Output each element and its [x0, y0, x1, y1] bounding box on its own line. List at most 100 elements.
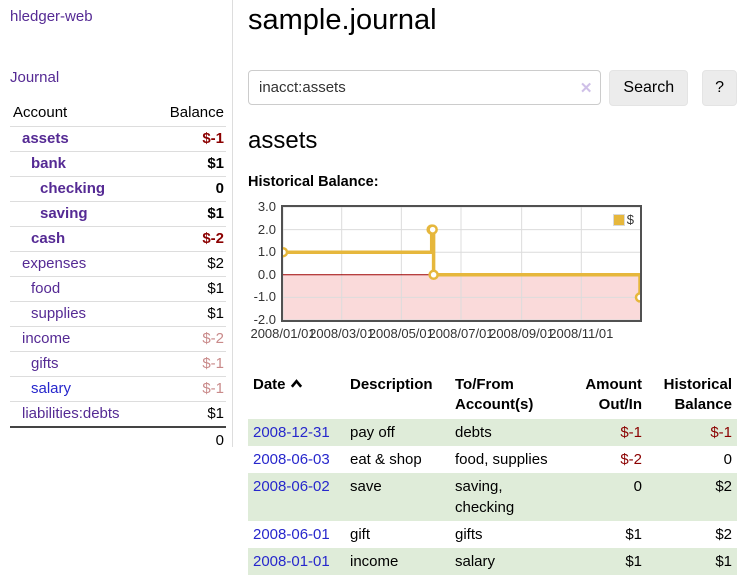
- transaction-amount-cell: $-2: [620, 451, 642, 468]
- search-bar: ✕ Search ?: [248, 70, 737, 106]
- transaction-accounts-cell: debts: [455, 424, 492, 441]
- search-button[interactable]: Search: [609, 70, 689, 106]
- account-row: checking 0: [10, 176, 226, 202]
- transaction-row: 2008-06-02 save saving, checking 0 $2: [248, 473, 737, 521]
- chart-legend: $: [612, 212, 634, 227]
- transaction-description-cell: eat & shop: [350, 451, 422, 468]
- account-balance: $1: [207, 305, 224, 322]
- legend-label: $: [626, 212, 634, 227]
- transaction-date-link[interactable]: 2008-12-31: [253, 424, 330, 441]
- data-point[interactable]: [634, 292, 640, 303]
- account-balance: $-1: [202, 355, 224, 372]
- accounts-total-spacer: [10, 427, 151, 454]
- transaction-accounts-cell: gifts: [455, 526, 483, 543]
- account-link-checking[interactable]: checking: [40, 180, 106, 197]
- account-link-assets[interactable]: assets: [22, 130, 69, 147]
- transaction-balance-cell: $2: [715, 478, 732, 495]
- account-link-gifts[interactable]: gifts: [31, 355, 59, 372]
- transactions-header-row: Date Description To/From Account(s) Amou…: [248, 371, 737, 419]
- transaction-amount-cell: 0: [633, 478, 642, 495]
- transaction-date-link[interactable]: 2008-06-01: [253, 526, 330, 543]
- account-name-cell: assets: [10, 127, 151, 152]
- data-point[interactable]: [283, 246, 289, 258]
- chart-x-axis: 2008/01/01 2008/03/01 2008/05/01 2008/07/01…: [250, 326, 640, 342]
- y-tick-label: 1.0: [257, 244, 276, 260]
- transaction-accounts-cell: saving, checking: [455, 478, 515, 516]
- account-balance: $1: [207, 155, 224, 172]
- x-tick-label: 2008/01/01: [250, 326, 316, 341]
- transaction-date-link[interactable]: 2008-06-02: [253, 478, 330, 495]
- transaction-amount-cell: $-1: [620, 424, 642, 441]
- transaction-accounts-cell: food, supplies: [455, 451, 548, 468]
- account-name-cell: food: [10, 277, 151, 302]
- search-input[interactable]: [248, 70, 602, 105]
- date-column-header[interactable]: Date: [248, 371, 345, 419]
- transactions-table: Date Description To/From Account(s) Amou…: [248, 371, 737, 575]
- transaction-row: 2008-12-31 pay off debts $-1 $-1: [248, 419, 737, 446]
- transaction-accounts-cell: salary: [455, 553, 496, 570]
- transaction-description-cell: pay off: [350, 424, 395, 441]
- account-name-cell: saving: [10, 202, 151, 227]
- accounts-header-row: Account Balance: [10, 101, 226, 127]
- transaction-date-cell: 2008-06-02: [248, 473, 345, 521]
- sort-ascending-icon: [290, 379, 302, 388]
- account-balance: $-2: [202, 330, 224, 347]
- account-row: cash $-2: [10, 226, 226, 252]
- account-balance: 0: [215, 180, 224, 197]
- account-link-liabilitiesdebts[interactable]: liabilities:debts: [22, 405, 120, 422]
- account-balance: $-1: [202, 380, 224, 397]
- transaction-row: 2008-06-01 gift gifts $1 $2: [248, 521, 737, 548]
- y-tick-label: 0.0: [257, 266, 276, 282]
- account-name-cell: expenses: [10, 252, 151, 277]
- search-input-wrapper: ✕: [248, 70, 602, 106]
- data-point[interactable]: [428, 269, 439, 281]
- account-link-cash[interactable]: cash: [31, 230, 66, 247]
- app-brand-link[interactable]: hledger-web: [10, 8, 93, 25]
- sidebar-item-journal[interactable]: Journal: [10, 69, 60, 86]
- account-row: assets $-1: [10, 126, 226, 152]
- account-link-bank[interactable]: bank: [31, 155, 67, 172]
- account-name-cell: salary: [10, 377, 151, 402]
- account-balance: $-2: [202, 230, 224, 247]
- account-name-cell: bank: [10, 152, 151, 177]
- chart-plot[interactable]: $: [281, 205, 642, 322]
- y-tick-label: 3.0: [257, 199, 276, 214]
- account-row: income $-2: [10, 326, 226, 352]
- account-balance: $-1: [202, 130, 224, 147]
- clear-search-icon[interactable]: ✕: [579, 80, 593, 97]
- transaction-date-cell: 2008-06-03: [248, 446, 345, 473]
- transaction-date-cell: 2008-12-31: [248, 419, 345, 446]
- account-row: saving $1: [10, 201, 226, 227]
- accounts-body: assets $-1 bank $1 checking 0 saving $1 cash $-2 e…: [10, 126, 226, 428]
- transaction-balance-cell: $-1: [710, 424, 732, 441]
- account-balance: $1: [207, 280, 224, 297]
- account-row: liabilities:debts $1: [10, 401, 226, 428]
- chart-canvas: [283, 207, 640, 320]
- account-link-income[interactable]: income: [22, 330, 71, 347]
- account-balance: $1: [207, 405, 224, 422]
- accounts-column-header: To/From Account(s): [455, 376, 534, 413]
- transaction-date-link[interactable]: 2008-01-01: [253, 553, 330, 570]
- transaction-description-cell: gift: [350, 526, 371, 543]
- x-tick-label: 2008/11/01: [549, 326, 614, 341]
- account-link-food[interactable]: food: [31, 280, 61, 297]
- account-link-salary[interactable]: salary: [31, 380, 72, 397]
- account-link-expenses[interactable]: expenses: [22, 255, 87, 272]
- sidebar: hledger-web Journal Account Balance asse…: [0, 0, 233, 449]
- account-link-supplies[interactable]: supplies: [31, 305, 87, 322]
- help-button[interactable]: ?: [702, 70, 737, 106]
- data-point[interactable]: [427, 224, 438, 235]
- transaction-date-link[interactable]: 2008-06-03: [253, 451, 330, 468]
- account-link-saving[interactable]: saving: [40, 205, 88, 222]
- y-tick-label: -2.0: [253, 312, 276, 327]
- account-row: expenses $2: [10, 251, 226, 277]
- account-row: food $1: [10, 276, 226, 302]
- x-tick-label: 2008/03/01: [309, 326, 375, 341]
- y-tick-label: 2.0: [257, 221, 276, 237]
- account-heading: assets: [248, 127, 318, 154]
- amount-column-header: Amount Out/In: [585, 376, 642, 413]
- accounts-total-row: 0: [10, 427, 226, 454]
- transactions-body: 2008-12-31 pay off debts $-1 $-1 2008-06-03 ea…: [248, 419, 737, 575]
- x-tick-label: 2008/05/01: [368, 326, 434, 341]
- transaction-amount-cell: $1: [625, 526, 642, 543]
